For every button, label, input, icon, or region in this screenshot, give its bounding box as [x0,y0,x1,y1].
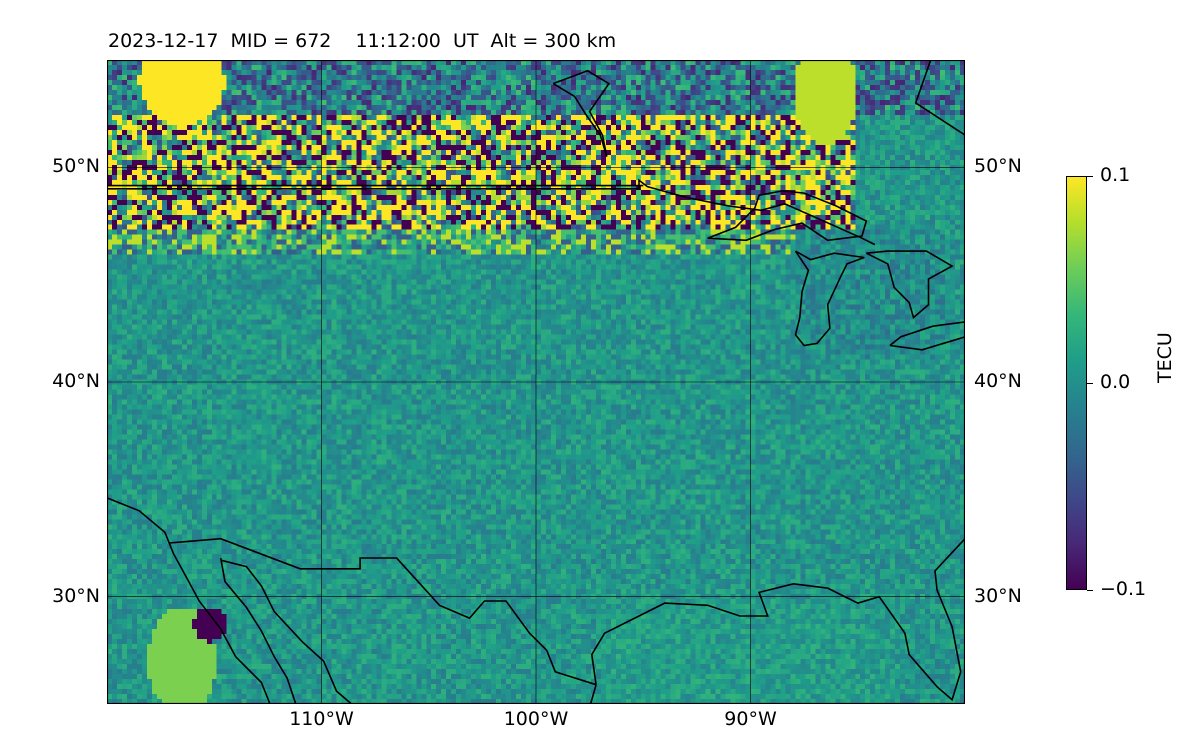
map-panel[interactable] [107,60,965,704]
colorbar-label: TECU [1154,332,1176,383]
colorbar-tick-label: −0.1 [1100,578,1147,600]
lake-erie [889,321,965,351]
y-tick-label-right: 30°N [974,584,1022,607]
us-canada-border [107,178,876,246]
lake-michigan [794,250,865,347]
x-tick-label: 110°W [289,708,354,730]
x-tick-label: 100°W [503,708,569,730]
map-title: 2023-12-17 MID = 672 11:12:00 UT Alt = 3… [108,30,617,52]
y-tick-label-right: 40°N [974,370,1022,392]
gridlines [107,60,965,704]
colorbar-tick-mark [1087,590,1093,591]
colorbar-tick-mark [1087,176,1093,177]
lake-huron [865,250,954,320]
y-tick-label-left: 40°N [52,370,100,392]
baja-gulf-coast [219,557,297,704]
pacific-coast [107,497,271,704]
coastlines [107,60,965,704]
us-mexico-border [169,537,597,686]
colorbar-tick-label: 0.0 [1100,371,1131,393]
lake-superior [707,190,868,242]
map-frame [107,60,965,704]
hudson-bay-coast [914,60,965,136]
mexico-gulf-coast [589,684,597,704]
colorbar [1066,176,1087,590]
map-overlay [107,60,965,704]
y-tick-label-left: 30°N [52,584,100,607]
gulf-coast [590,538,965,702]
y-tick-label-left: 50°N [52,155,100,178]
colorbar-tick-label: 0.1 [1100,164,1131,186]
x-tick-label: 90°W [724,708,777,730]
colorbar-tick-mark [1087,383,1093,384]
lake-winnipeg [552,69,611,157]
y-tick-label-right: 50°N [974,155,1022,178]
sonora-coast [220,559,353,704]
